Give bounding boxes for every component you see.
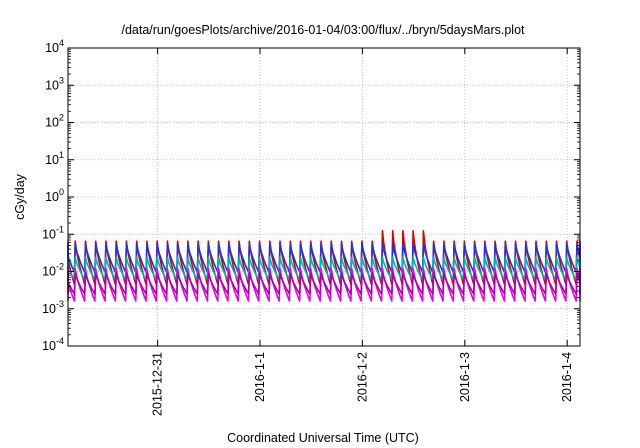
x-axis-label: Coordinated Universal Time (UTC) <box>227 431 419 445</box>
x-tick-label: 2016-1-3 <box>458 352 472 402</box>
y-tick-label: 100 <box>45 187 64 204</box>
y-tick-label: 10-1 <box>42 224 64 241</box>
series-line <box>67 272 581 295</box>
y-tick-label: 101 <box>45 150 64 167</box>
y-tick-label: 10-4 <box>42 336 64 353</box>
grid <box>68 48 580 346</box>
x-tick-labels: 2015-12-31 2016-1-1 2016-1-2 2016-1-3 2016-1… <box>151 352 575 416</box>
y-tick-label: 10-3 <box>42 299 64 316</box>
y-axis-label: cGy/day <box>13 173 27 220</box>
x-tick-label: 2016-1-4 <box>560 352 574 402</box>
plot-frame <box>67 47 581 347</box>
x-tick-label: 2016-1-2 <box>355 352 369 402</box>
y-tick-label: 104 <box>45 38 64 55</box>
y-tick-label: 103 <box>45 75 64 92</box>
x-tick-label: 2016-1-1 <box>253 352 267 402</box>
series-group <box>67 230 581 302</box>
y-tick-label: 10-2 <box>42 262 64 279</box>
y-tick-labels: 10-4 10-3 10-2 10-1 100 101 102 103 104 <box>42 38 64 353</box>
series-line <box>67 267 581 302</box>
y-tick-label: 102 <box>45 113 64 130</box>
x-tick-label: 2015-12-31 <box>151 352 165 416</box>
chart-title: /data/run/goesPlots/archive/2016-01-04/0… <box>121 23 525 37</box>
